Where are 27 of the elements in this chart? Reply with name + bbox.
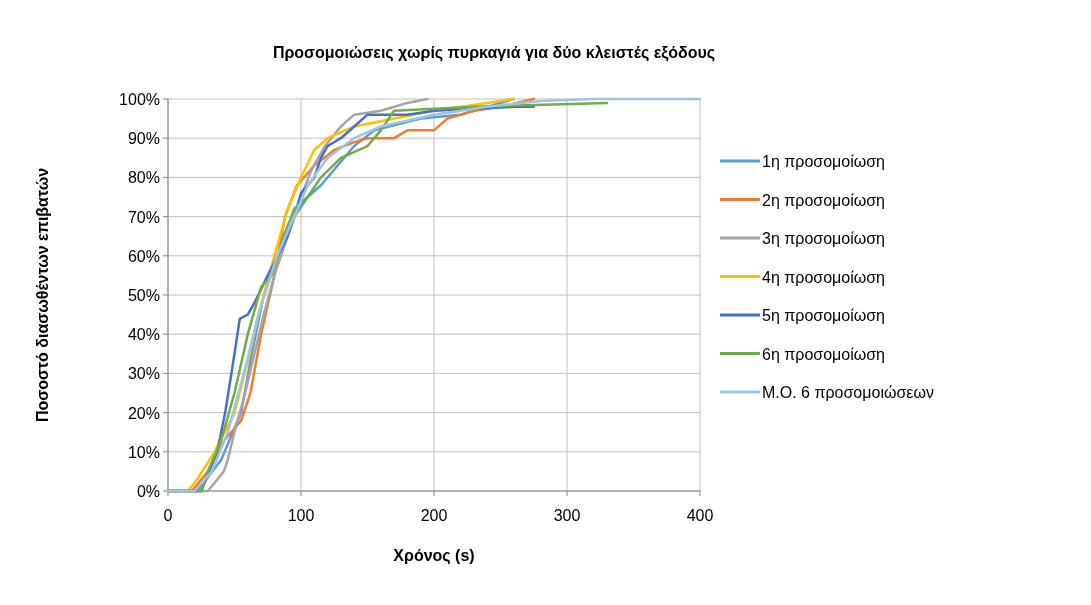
y-tick-label: 30%	[127, 365, 160, 383]
legend-label: 6η προσομοίωση	[762, 345, 885, 363]
y-tick-label: 70%	[127, 208, 160, 226]
y-tick-label: 20%	[127, 404, 160, 422]
x-tick-label: 200	[420, 507, 448, 524]
x-tick-label: 0	[163, 507, 173, 524]
x-tick-label: 400	[686, 507, 714, 524]
y-tick-label: 100%	[119, 91, 160, 108]
y-tick-label: 40%	[127, 326, 160, 344]
legend-label: 4η προσομοίωση	[762, 268, 885, 286]
line-series	[166, 97, 702, 493]
x-axis-title: Χρόνος (s)	[393, 547, 475, 565]
legend-label: 2η προσομοίωση	[762, 191, 885, 209]
legend-label: 3η προσομοίωση	[762, 230, 885, 247]
y-axis-title: Ποσοστό διασωθέντων επιβατών	[34, 167, 51, 423]
y-tick-label: 10%	[127, 443, 160, 461]
y-tick-label: 0%	[136, 483, 160, 500]
y-tick-label: 50%	[127, 287, 160, 304]
y-tick-label: 80%	[127, 169, 160, 187]
legend-label: Μ.Ο. 6 προσομοιώσεων	[762, 384, 934, 401]
y-tick-label: 90%	[127, 130, 160, 148]
x-tick-label: 100	[287, 507, 315, 524]
legend-label: 1η προσομοίωση	[762, 153, 885, 170]
legend-label: 5η προσομοίωση	[762, 307, 885, 324]
x-tick-label: 300	[553, 507, 581, 524]
chart-title: Προσομοιώσεις χωρίς πυρκαγιά για δύο κλειστές εξόδους	[272, 44, 716, 62]
y-tick-label: 60%	[127, 247, 160, 265]
